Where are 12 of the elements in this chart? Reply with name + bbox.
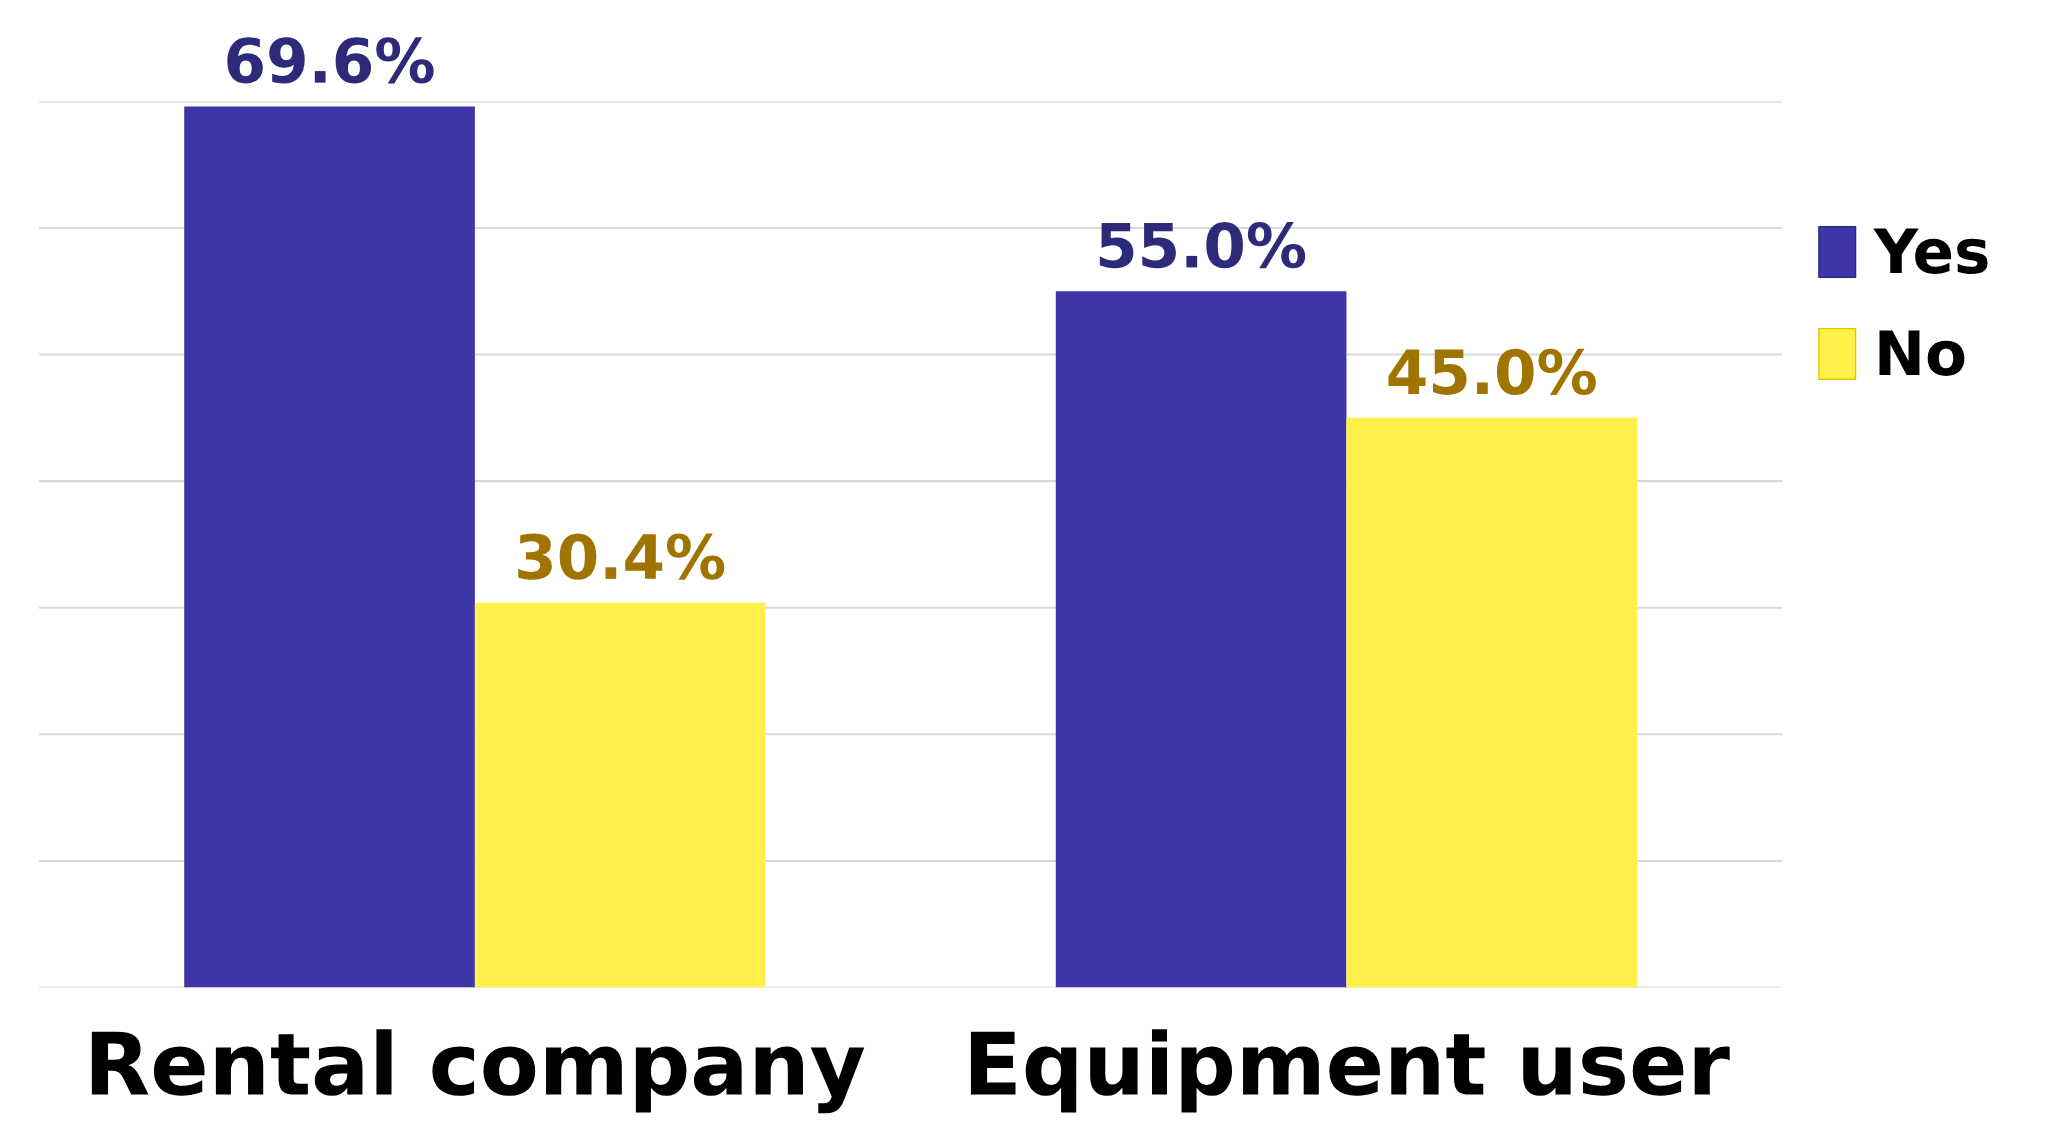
bar bbox=[1346, 417, 1638, 988]
legend-label: No bbox=[1879, 330, 1965, 376]
data-label: 69.6% bbox=[227, 37, 434, 84]
x-tick-label: Equipment user bbox=[970, 1029, 1730, 1113]
bar bbox=[184, 106, 475, 988]
legend-label: Yes bbox=[1873, 228, 1988, 274]
bar bbox=[1055, 291, 1347, 988]
data-label: 45.0% bbox=[1388, 348, 1596, 395]
data-label: 30.4% bbox=[518, 533, 725, 580]
bar bbox=[474, 602, 766, 988]
x-tick-label: Rental company bbox=[91, 1029, 865, 1114]
data-label: 55.0% bbox=[1099, 222, 1306, 269]
